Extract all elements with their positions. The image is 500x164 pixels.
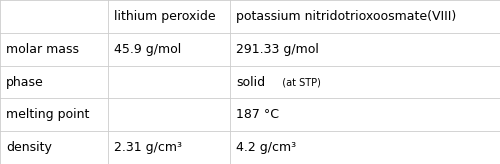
Text: molar mass: molar mass bbox=[6, 43, 79, 56]
Text: phase: phase bbox=[6, 75, 44, 89]
Text: 2.31 g/cm³: 2.31 g/cm³ bbox=[114, 141, 182, 154]
Text: 291.33 g/mol: 291.33 g/mol bbox=[236, 43, 319, 56]
Text: melting point: melting point bbox=[6, 108, 89, 121]
Text: (at STP): (at STP) bbox=[276, 77, 321, 87]
Text: 4.2 g/cm³: 4.2 g/cm³ bbox=[236, 141, 296, 154]
Text: 187 °C: 187 °C bbox=[236, 108, 279, 121]
Text: 45.9 g/mol: 45.9 g/mol bbox=[114, 43, 181, 56]
Text: density: density bbox=[6, 141, 52, 154]
Text: lithium peroxide: lithium peroxide bbox=[114, 10, 215, 23]
Text: solid: solid bbox=[236, 75, 265, 89]
Text: potassium nitridotrioxoosmate(VIII): potassium nitridotrioxoosmate(VIII) bbox=[236, 10, 456, 23]
